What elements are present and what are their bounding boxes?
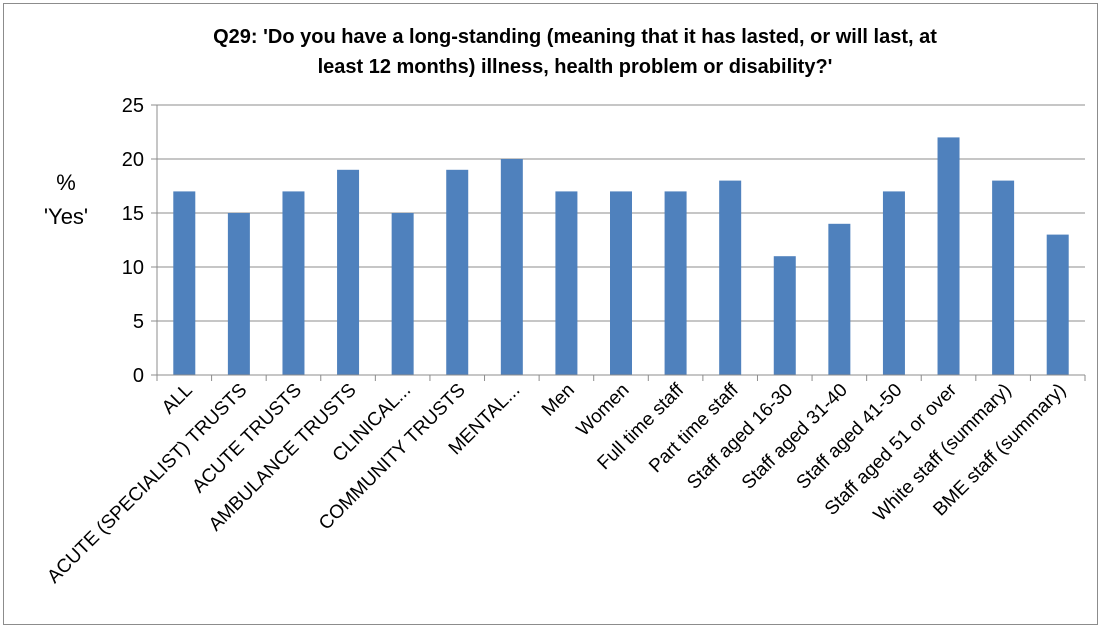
axes [151,104,1086,381]
bar-7 [500,159,523,375]
bar-15 [937,137,960,375]
bar-2 [227,213,250,375]
y-tick-label: 0 [133,365,144,387]
bar-10 [664,191,687,375]
bar-8 [555,191,578,375]
bar-11 [719,180,742,375]
title-line-2: least 12 months) illness, health problem… [318,56,833,78]
y-axis-label: % 'Yes' [44,170,88,229]
y-tick-label: 10 [122,257,144,279]
y-axis-label-line-2: 'Yes' [44,204,88,229]
bar-17 [1046,234,1069,375]
bar-9 [610,191,632,375]
y-tick-label: 25 [122,95,144,117]
x-category-label: Men [538,380,579,421]
bar-16 [992,180,1015,375]
title-line-1: Q29: 'Do you have a long-standing (meani… [213,26,937,48]
y-axis-label-line-1: % [56,170,76,195]
y-tick-label: 15 [122,203,144,225]
bars [173,137,1069,375]
x-category-label: ACUTE (SPECIALIST) TRUSTS [43,380,251,588]
bar-13 [828,223,851,375]
x-category-label: ALL [158,380,197,419]
y-tick-labels: 0 5 10 15 20 25 [122,95,144,387]
y-tick-label: 5 [133,311,144,333]
bar-5 [391,213,414,375]
bar-12 [773,256,796,375]
chart-title: Q29: 'Do you have a long-standing (meani… [213,26,937,78]
bar-3 [282,191,305,375]
bar-1 [173,191,196,375]
bar-6 [446,169,469,375]
y-tick-label: 20 [122,149,144,171]
bar-14 [882,191,905,375]
bar-4 [337,169,360,375]
